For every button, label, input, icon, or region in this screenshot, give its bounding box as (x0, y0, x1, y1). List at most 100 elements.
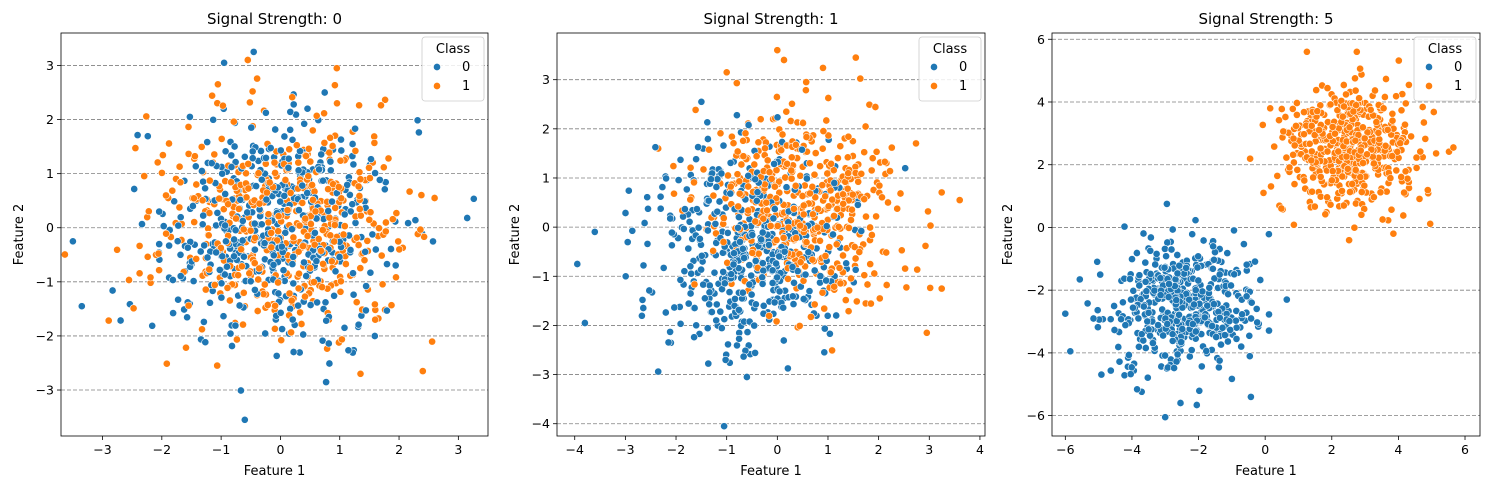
chart-panel-1: −3 −2 −1 0 1 2 3−3−2−10123Signal Strength: 0Fe… (12, 10, 488, 479)
point-class-0 (667, 215, 674, 222)
point-class-1 (763, 207, 770, 214)
point-class-1 (206, 266, 213, 273)
point-class-1 (728, 133, 735, 140)
point-class-0 (1165, 280, 1172, 287)
point-class-0 (1067, 348, 1074, 355)
point-class-1 (690, 179, 697, 186)
x-tick-label: −3 (616, 442, 634, 457)
point-class-1 (1400, 212, 1407, 219)
point-class-0 (780, 337, 787, 344)
point-class-1 (176, 204, 183, 211)
point-class-1 (327, 134, 334, 141)
point-class-0 (295, 167, 302, 174)
point-class-1 (1275, 117, 1282, 124)
point-class-0 (1226, 318, 1233, 325)
point-class-0 (803, 175, 810, 182)
point-class-1 (235, 205, 242, 212)
point-class-1 (272, 302, 279, 309)
point-class-0 (1111, 302, 1118, 309)
point-class-1 (819, 182, 826, 189)
point-class-1 (169, 187, 176, 194)
point-class-0 (823, 223, 830, 230)
point-class-1 (815, 205, 822, 212)
point-class-0 (789, 293, 796, 300)
point-class-0 (1193, 401, 1200, 408)
point-class-0 (222, 222, 229, 229)
point-class-1 (914, 266, 921, 273)
point-class-1 (176, 163, 183, 170)
point-class-0 (805, 249, 812, 256)
point-class-1 (829, 347, 836, 354)
legend-label-class-1: 1 (959, 79, 967, 94)
point-class-0 (210, 116, 217, 123)
x-tick-label: 0 (773, 442, 781, 457)
point-class-0 (1161, 245, 1168, 252)
point-class-0 (824, 312, 831, 319)
point-class-1 (792, 182, 799, 189)
point-class-1 (274, 279, 281, 286)
point-class-0 (731, 295, 738, 302)
point-class-1 (307, 220, 314, 227)
y-tick-label: −3 (532, 367, 550, 382)
point-class-0 (1125, 351, 1132, 358)
y-tick-label: 3 (542, 72, 550, 87)
point-class-1 (147, 274, 154, 281)
x-tick-label: 1 (336, 442, 344, 457)
point-class-0 (735, 214, 742, 221)
point-class-1 (1342, 91, 1349, 98)
point-class-0 (640, 262, 647, 269)
point-class-1 (1393, 167, 1400, 174)
point-class-0 (736, 335, 743, 342)
point-class-0 (1253, 305, 1260, 312)
point-class-1 (872, 103, 879, 110)
point-class-0 (287, 108, 294, 115)
point-class-1 (357, 265, 364, 272)
point-class-1 (847, 275, 854, 282)
point-class-1 (803, 239, 810, 246)
point-class-0 (798, 146, 805, 153)
point-class-1 (293, 142, 300, 149)
point-class-1 (886, 168, 893, 175)
point-class-0 (722, 356, 729, 363)
point-class-1 (780, 234, 787, 241)
point-class-0 (316, 166, 323, 173)
point-class-0 (639, 296, 646, 303)
point-class-0 (189, 202, 196, 209)
point-class-1 (1308, 122, 1315, 129)
point-class-0 (706, 289, 713, 296)
point-class-0 (295, 207, 302, 214)
point-class-0 (581, 319, 588, 326)
point-class-0 (287, 126, 294, 133)
point-class-1 (1370, 194, 1377, 201)
point-class-0 (752, 257, 759, 264)
point-class-0 (363, 283, 370, 290)
point-class-1 (867, 300, 874, 307)
point-class-1 (864, 281, 871, 288)
point-class-0 (708, 308, 715, 315)
point-class-0 (272, 126, 279, 133)
point-class-0 (1198, 363, 1205, 370)
point-class-0 (200, 318, 207, 325)
point-class-0 (1265, 327, 1272, 334)
point-class-1 (873, 148, 880, 155)
point-class-1 (834, 205, 841, 212)
point-class-0 (696, 235, 703, 242)
point-class-0 (319, 177, 326, 184)
point-class-0 (1165, 293, 1172, 300)
point-class-0 (1134, 386, 1141, 393)
point-class-1 (356, 205, 363, 212)
point-class-1 (797, 222, 804, 229)
point-class-0 (1127, 296, 1134, 303)
point-class-1 (845, 224, 852, 231)
point-class-1 (331, 238, 338, 245)
point-class-1 (1278, 205, 1285, 212)
point-class-1 (379, 281, 386, 288)
point-class-0 (1192, 217, 1199, 224)
chart-panel-3: −6 −4 −2 0 2 4 6−6−4−20246Signal Strength: 5Fe… (1001, 10, 1480, 479)
point-class-1 (338, 195, 345, 202)
point-class-1 (155, 250, 162, 257)
point-class-0 (307, 301, 314, 308)
point-class-1 (783, 108, 790, 115)
point-class-1 (224, 284, 231, 291)
point-class-0 (325, 340, 332, 347)
